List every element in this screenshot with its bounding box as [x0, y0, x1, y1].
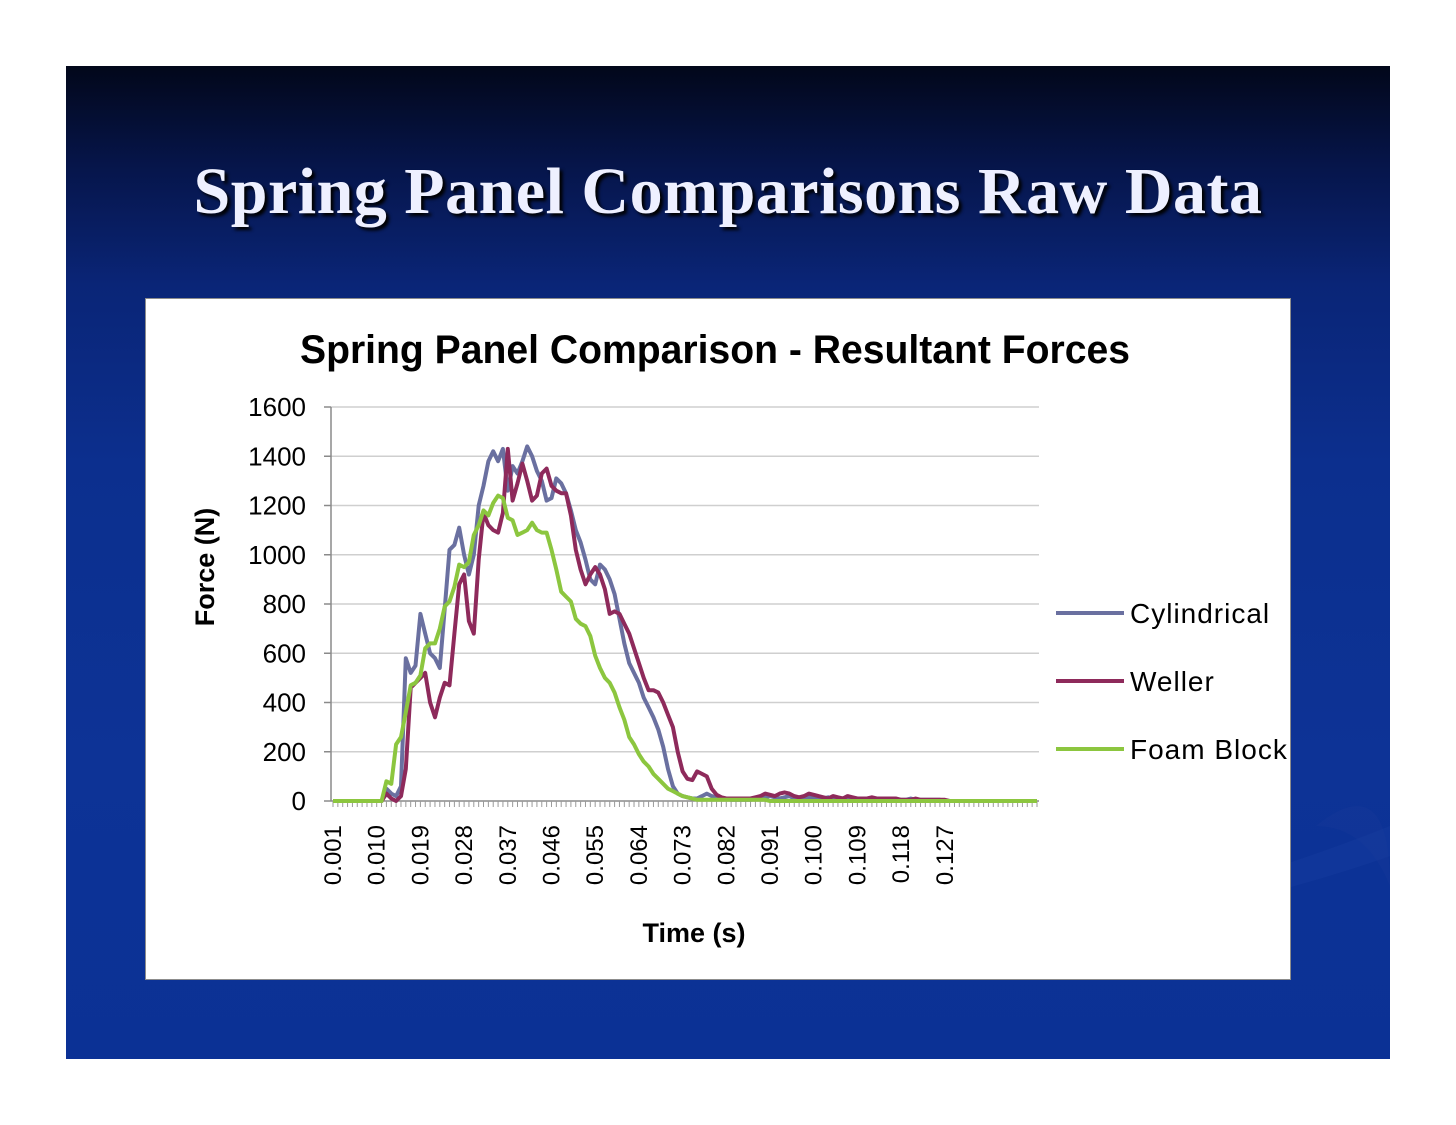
- gridlines: [324, 406, 1039, 802]
- x-tick-label: 0.019: [407, 825, 434, 885]
- y-tick-label: 600: [263, 638, 306, 668]
- y-tick-label: 0: [292, 786, 306, 816]
- x-tick-label: 0.028: [451, 825, 478, 885]
- y-tick-label: 1600: [248, 392, 306, 422]
- y-tick-label: 1400: [248, 441, 306, 471]
- line-chart: 0 200 400 600 800 1000 1200 1400 1600 0.001 0.010…: [190, 328, 1288, 948]
- x-tick-label: 0.037: [495, 825, 522, 885]
- y-tick-label: 1200: [248, 491, 306, 521]
- y-tick-label: 200: [263, 737, 306, 767]
- slide-title: Spring Panel Comparisons Raw Data: [193, 155, 1263, 228]
- chart-panel: 0 200 400 600 800 1000 1200 1400 1600 0.001 0.010…: [145, 298, 1291, 980]
- y-axis-tick-labels: 0 200 400 600 800 1000 1200 1400 1600: [248, 392, 306, 816]
- series-line-cylindrical: [333, 444, 1003, 803]
- legend-label: Cylindrical: [1130, 598, 1270, 629]
- x-axis-label: Time (s): [642, 918, 745, 948]
- chart-title: Spring Panel Comparison - Resultant Forc…: [300, 328, 1130, 372]
- x-tick-label: 0.046: [538, 825, 565, 885]
- axes: [330, 407, 1039, 807]
- y-axis-label: Force (N): [190, 508, 220, 627]
- x-tick-label: 0.082: [713, 825, 740, 885]
- x-tick-label: 0.127: [932, 825, 959, 885]
- series-line-foam-block: [333, 493, 1037, 803]
- x-tick-label: 0.109: [844, 825, 871, 885]
- y-tick-label: 400: [263, 688, 306, 718]
- x-tick-label: 0.001: [320, 825, 347, 885]
- y-tick-label: 1000: [248, 540, 306, 570]
- x-tick-label: 0.118: [888, 825, 915, 883]
- series-lines: [333, 444, 1037, 803]
- legend-label: Weller: [1130, 666, 1215, 697]
- x-axis-tick-labels: 0.001 0.010 0.019 0.028 0.037 0.046 0.055 0.064…: [320, 825, 959, 885]
- series-line-weller: [333, 446, 1008, 803]
- x-tick-label: 0.010: [364, 825, 391, 885]
- legend-label: Foam Block: [1130, 734, 1288, 765]
- x-tick-label: 0.091: [757, 825, 784, 885]
- x-tick-label: 0.100: [801, 825, 828, 885]
- y-tick-label: 800: [263, 589, 306, 619]
- x-tick-label: 0.055: [582, 825, 609, 885]
- x-tick-label: 0.073: [670, 825, 697, 885]
- legend: Cylindrical Weller Foam Block: [1056, 598, 1288, 765]
- slide: Spring Panel Comparisons Raw Data 0 200 40…: [66, 66, 1390, 1059]
- x-tick-label: 0.064: [626, 825, 653, 885]
